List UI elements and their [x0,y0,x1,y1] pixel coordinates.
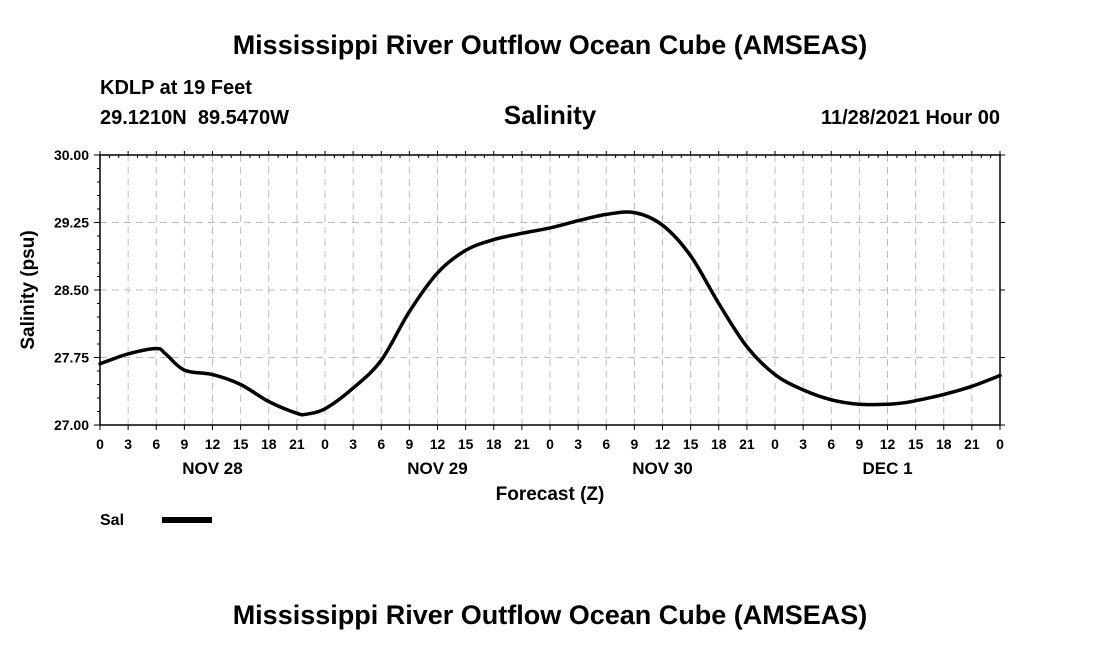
day-label: NOV 30 [632,459,692,478]
x-tick-label: 12 [430,436,446,452]
plot-frame [99,154,1001,426]
x-tick-label: 3 [349,436,357,452]
x-axis-title: Forecast (Z) [496,484,605,505]
x-tick-label: 0 [546,436,554,452]
x-tick-label: 9 [630,436,638,452]
x-tick-label: 12 [655,436,671,452]
day-label: NOV 28 [182,459,242,478]
day-label: NOV 29 [407,459,467,478]
y-tick-label: 29.25 [54,215,89,231]
x-tick-label: 15 [683,436,699,452]
x-tick-label: 15 [908,436,924,452]
day-label: DEC 1 [862,459,912,478]
x-tick-label: 21 [289,436,305,452]
x-tick-label: 21 [514,436,530,452]
x-tick-label: 18 [936,436,952,452]
station-coords: 29.1210N 89.5470W [100,107,290,129]
y-axis-title: Salinity (psu) [18,230,39,349]
page-title: Mississippi River Outflow Ocean Cube (AM… [232,30,868,60]
series-line-sal [98,210,1002,417]
y-tick-label: 27.75 [54,350,89,366]
x-tick-label: 6 [827,436,835,452]
run-time: 11/28/2021 Hour 00 [820,107,1000,129]
x-tick-label: 3 [124,436,132,452]
x-tick-label: 21 [739,436,755,452]
x-tick-label: 6 [377,436,385,452]
y-tick-label: 30.00 [54,147,89,163]
x-tick-label: 9 [180,436,188,452]
x-tick-label: 15 [233,436,249,452]
x-tick-label: 3 [799,436,807,452]
x-tick-label: 0 [96,436,104,452]
x-tick-label: 15 [458,436,474,452]
x-tick-label: 0 [996,436,1004,452]
x-tick-label: 18 [486,436,502,452]
x-tick-label: 12 [880,436,896,452]
x-tick-label: 21 [964,436,980,452]
x-tick-label: 3 [574,436,582,452]
x-tick-label: 0 [321,436,329,452]
x-tick-label: 12 [205,436,221,452]
variable-title: Salinity [503,100,597,130]
x-tick-label: 18 [711,436,727,452]
x-tick-label: 9 [405,436,413,452]
x-tick-label: 6 [152,436,160,452]
x-tick-label: 18 [261,436,277,452]
x-tick-label: 0 [771,436,779,452]
x-tick-label: 6 [602,436,610,452]
y-tick-label: 27.00 [54,417,89,433]
y-tick-label: 28.50 [54,282,89,298]
legend-label: Sal [100,512,124,529]
x-tick-label: 9 [855,436,863,452]
footer-title: Mississippi River Outflow Ocean Cube (AM… [232,600,868,630]
grid-layer [100,155,1000,425]
station-name-depth: KDLP at 19 Feet [100,77,252,99]
label-layer: 0 3 6 9 12 15 18 21 0 3 6 9 12 15 18 21 0 3 6 9 12 15 18 21 0 3 6 9… [54,147,1004,478]
